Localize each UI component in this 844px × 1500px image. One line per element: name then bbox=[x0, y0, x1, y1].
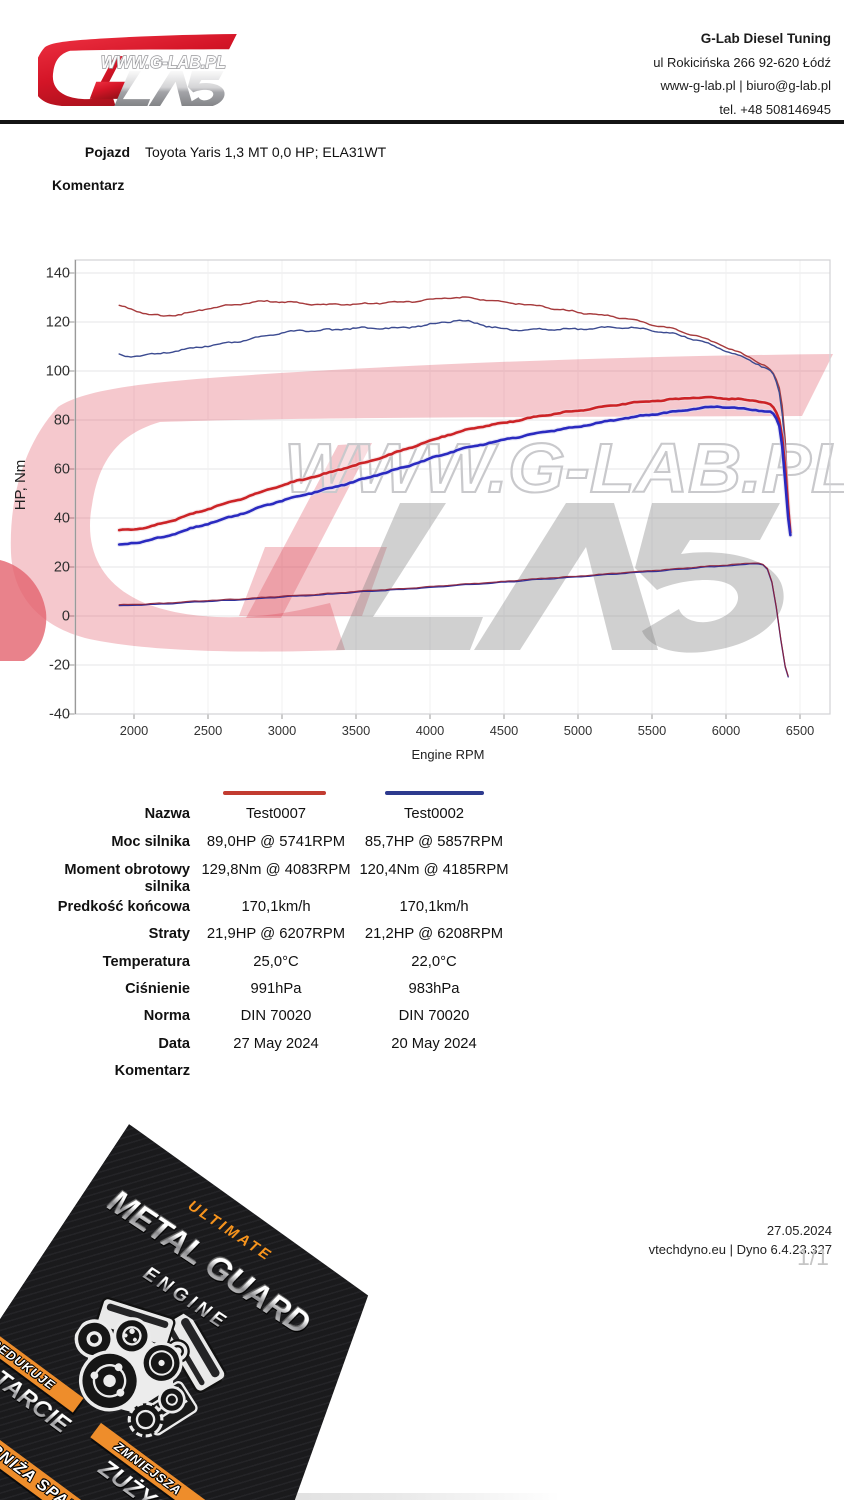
svg-text:0: 0 bbox=[62, 609, 70, 625]
svg-text:-20: -20 bbox=[49, 658, 70, 674]
svg-text:WWW.G-LAB.PL: WWW.G-LAB.PL bbox=[101, 52, 226, 72]
svg-text:120: 120 bbox=[46, 315, 70, 331]
svg-text:80: 80 bbox=[54, 413, 70, 429]
svg-text:HP, Nm: HP, Nm bbox=[12, 460, 29, 511]
svg-text:Engine RPM: Engine RPM bbox=[412, 747, 485, 762]
svg-text:6500: 6500 bbox=[786, 723, 814, 738]
svg-text:5500: 5500 bbox=[638, 723, 666, 738]
svg-text:20: 20 bbox=[54, 560, 70, 576]
svg-text:3000: 3000 bbox=[268, 723, 296, 738]
svg-text:2500: 2500 bbox=[194, 723, 222, 738]
svg-text:6000: 6000 bbox=[712, 723, 740, 738]
svg-text:2000: 2000 bbox=[120, 723, 148, 738]
svg-text:140: 140 bbox=[46, 266, 70, 282]
svg-text:3500: 3500 bbox=[342, 723, 370, 738]
svg-text:60: 60 bbox=[54, 462, 70, 478]
svg-text:5000: 5000 bbox=[564, 723, 592, 738]
svg-text:WWW.G-LAB.PL: WWW.G-LAB.PL bbox=[284, 429, 844, 507]
svg-text:4000: 4000 bbox=[416, 723, 444, 738]
svg-text:4500: 4500 bbox=[490, 723, 518, 738]
svg-text:100: 100 bbox=[46, 364, 70, 380]
svg-text:-40: -40 bbox=[49, 707, 70, 723]
svg-text:40: 40 bbox=[54, 511, 70, 527]
